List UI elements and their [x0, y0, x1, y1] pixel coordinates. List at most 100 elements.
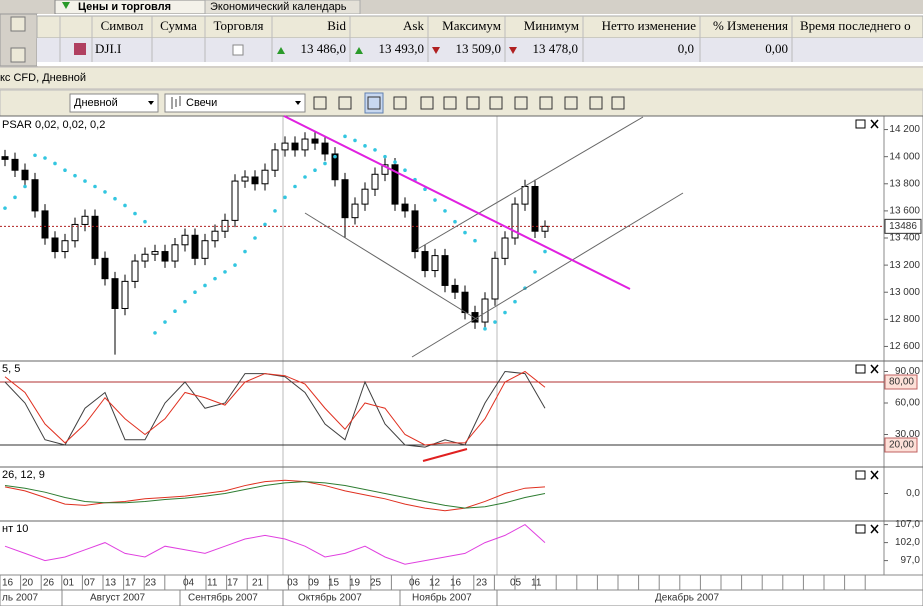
column-header[interactable]: Максимум — [442, 18, 501, 33]
day-label: 06 — [409, 578, 421, 589]
day-label: 23 — [145, 578, 157, 589]
last-price-label: 13486 — [889, 221, 917, 232]
column-header[interactable]: Торговля — [214, 18, 264, 33]
psar-dot — [73, 173, 77, 178]
scroll-button[interactable] — [10, 47, 26, 63]
y-tick-label: 102,0 — [895, 537, 920, 548]
trade-checkbox[interactable] — [232, 44, 244, 56]
tool-button[interactable] — [489, 96, 503, 110]
tab-label[interactable]: Экономический календарь — [210, 1, 347, 13]
psar-dot — [143, 219, 147, 224]
last-price-box — [884, 218, 922, 234]
style-select[interactable] — [164, 93, 306, 113]
pane-maximize[interactable] — [855, 119, 866, 129]
column-header[interactable]: Нетто изменение — [602, 18, 697, 33]
y-tick-label: 107,0 — [895, 519, 920, 530]
tool-button[interactable] — [443, 96, 457, 110]
tool-button[interactable] — [367, 96, 381, 110]
psar-dot — [513, 299, 517, 304]
candle-body — [371, 173, 379, 190]
candle-body — [431, 255, 439, 272]
day-label: 01 — [63, 578, 75, 589]
psar-dot — [153, 331, 157, 335]
period-select[interactable] — [69, 93, 159, 113]
period[interactable]: Дневной — [74, 97, 118, 109]
psar-dot — [233, 263, 237, 267]
column-header[interactable]: Минимум — [524, 18, 579, 33]
candle-body — [441, 255, 449, 286]
candle-body — [271, 149, 279, 171]
candle-body — [421, 251, 429, 272]
psar-dot — [423, 187, 427, 191]
column-header[interactable]: Ask — [403, 18, 424, 33]
indicator-line — [4, 370, 546, 448]
psar-dot — [473, 238, 477, 243]
tool-button[interactable] — [564, 96, 578, 110]
tool-button[interactable] — [338, 96, 352, 110]
indicator-label: 5, 5 — [2, 363, 20, 375]
tool-button[interactable] — [514, 96, 528, 110]
psar-dot — [103, 190, 107, 194]
tool-button[interactable] — [539, 96, 553, 110]
indicator-line — [4, 523, 546, 565]
psar-dot — [303, 175, 307, 179]
psar-dot — [353, 138, 357, 143]
indicator-line — [4, 479, 546, 512]
candle-body — [211, 230, 219, 242]
psar-dot — [493, 320, 497, 324]
candle-body — [1, 156, 9, 160]
column-header[interactable]: Bid — [327, 18, 346, 33]
tool-button[interactable] — [589, 96, 603, 110]
candle-body — [351, 203, 359, 219]
scroll-button[interactable] — [10, 16, 26, 32]
candle-body — [331, 153, 339, 181]
table-row[interactable] — [37, 38, 923, 62]
pane-close[interactable] — [870, 470, 879, 480]
tool-button[interactable] — [611, 96, 625, 110]
pct-change: 0,00 — [765, 41, 788, 56]
day-label: 19 — [349, 578, 361, 589]
day-label: 17 — [125, 578, 137, 589]
psar-dot — [293, 184, 297, 189]
column-header[interactable]: Сумма — [160, 18, 197, 33]
tab-label[interactable]: Цены и торговля — [78, 1, 171, 13]
column-header[interactable]: Символ — [101, 18, 144, 33]
pane-close[interactable] — [870, 364, 879, 374]
month-label: Октябрь 2007 — [298, 592, 362, 604]
y-tick-label: 0,0 — [906, 488, 920, 499]
day-label: 05 — [510, 578, 522, 589]
up-arrow — [355, 47, 363, 54]
bid: 13 486,0 — [301, 41, 347, 56]
candle-body — [101, 257, 109, 280]
y-tick-label: 13 200 — [889, 260, 920, 271]
pane-maximize[interactable] — [855, 470, 866, 480]
candle-body — [161, 251, 169, 262]
style[interactable]: Свечи — [186, 97, 217, 109]
psar-dot — [273, 209, 277, 213]
psar-dot — [313, 168, 317, 173]
column-header[interactable]: Время последнего о — [800, 18, 911, 33]
day-label: 07 — [84, 578, 96, 589]
psar-dot — [323, 161, 327, 166]
candle-body — [171, 244, 179, 262]
column-header[interactable]: % Изменения — [713, 18, 788, 33]
psar-dot — [203, 283, 207, 288]
candle-body — [321, 142, 329, 155]
tool-button[interactable] — [420, 96, 434, 110]
pane-close[interactable] — [870, 524, 879, 534]
candle-body — [491, 257, 499, 300]
y-tick-label: 14 000 — [889, 151, 920, 162]
pane-close[interactable] — [870, 119, 879, 129]
pane-maximize[interactable] — [855, 524, 866, 534]
month-label: Сентябрь 2007 — [188, 592, 258, 604]
channel-line — [415, 116, 644, 251]
tool-button[interactable] — [393, 96, 407, 110]
tool-button[interactable] — [313, 96, 327, 110]
psar-dot — [13, 195, 17, 200]
candle-body — [111, 278, 119, 309]
tool-button[interactable] — [466, 96, 480, 110]
net-change: 0,0 — [678, 41, 694, 56]
psar-dot — [453, 219, 457, 224]
candle-body — [281, 142, 289, 151]
pane-maximize[interactable] — [855, 364, 866, 374]
